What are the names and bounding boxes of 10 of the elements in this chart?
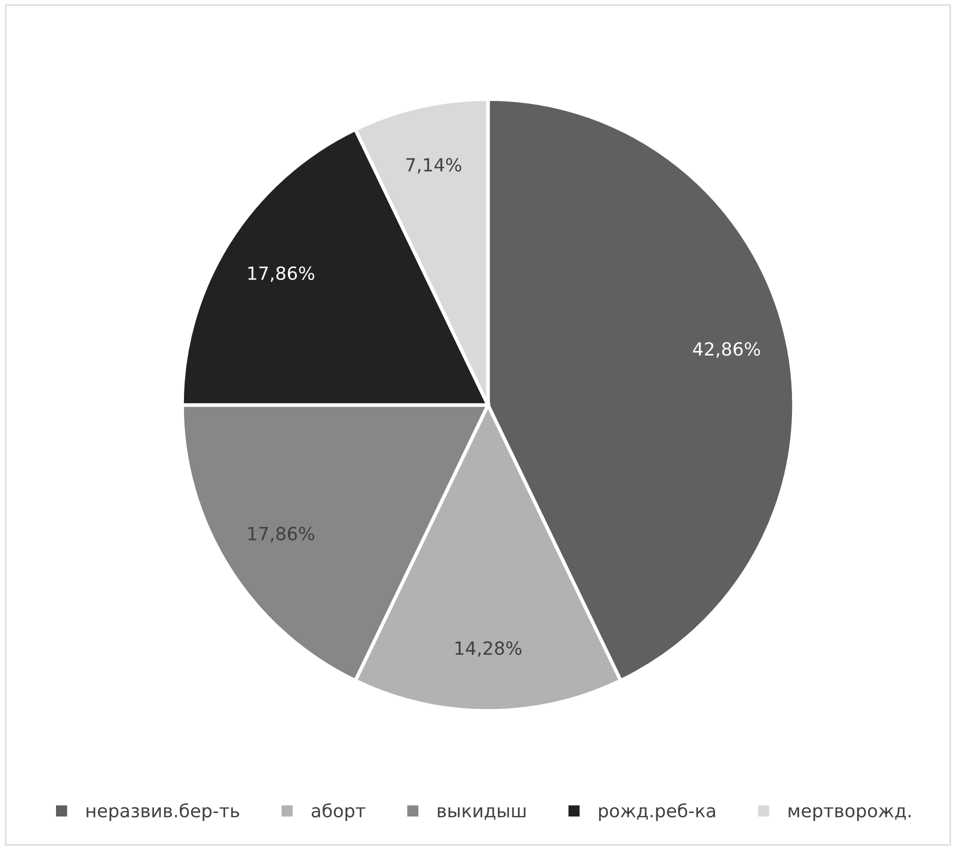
data-label: 14,28% xyxy=(456,641,522,657)
legend-label: выкидыш xyxy=(438,807,526,820)
legend-label: аборт xyxy=(312,803,366,821)
data-label: 42,86% xyxy=(693,342,760,358)
data-label: 7,14% xyxy=(406,158,462,174)
legend-label: неразвив.бер-ть xyxy=(86,803,240,821)
legend-label: мертворожд. xyxy=(788,807,911,821)
data-label: 17,86% xyxy=(248,526,314,542)
data-label: 17,86% xyxy=(248,266,314,282)
legend-label: рожд.реб-ка xyxy=(599,803,716,821)
